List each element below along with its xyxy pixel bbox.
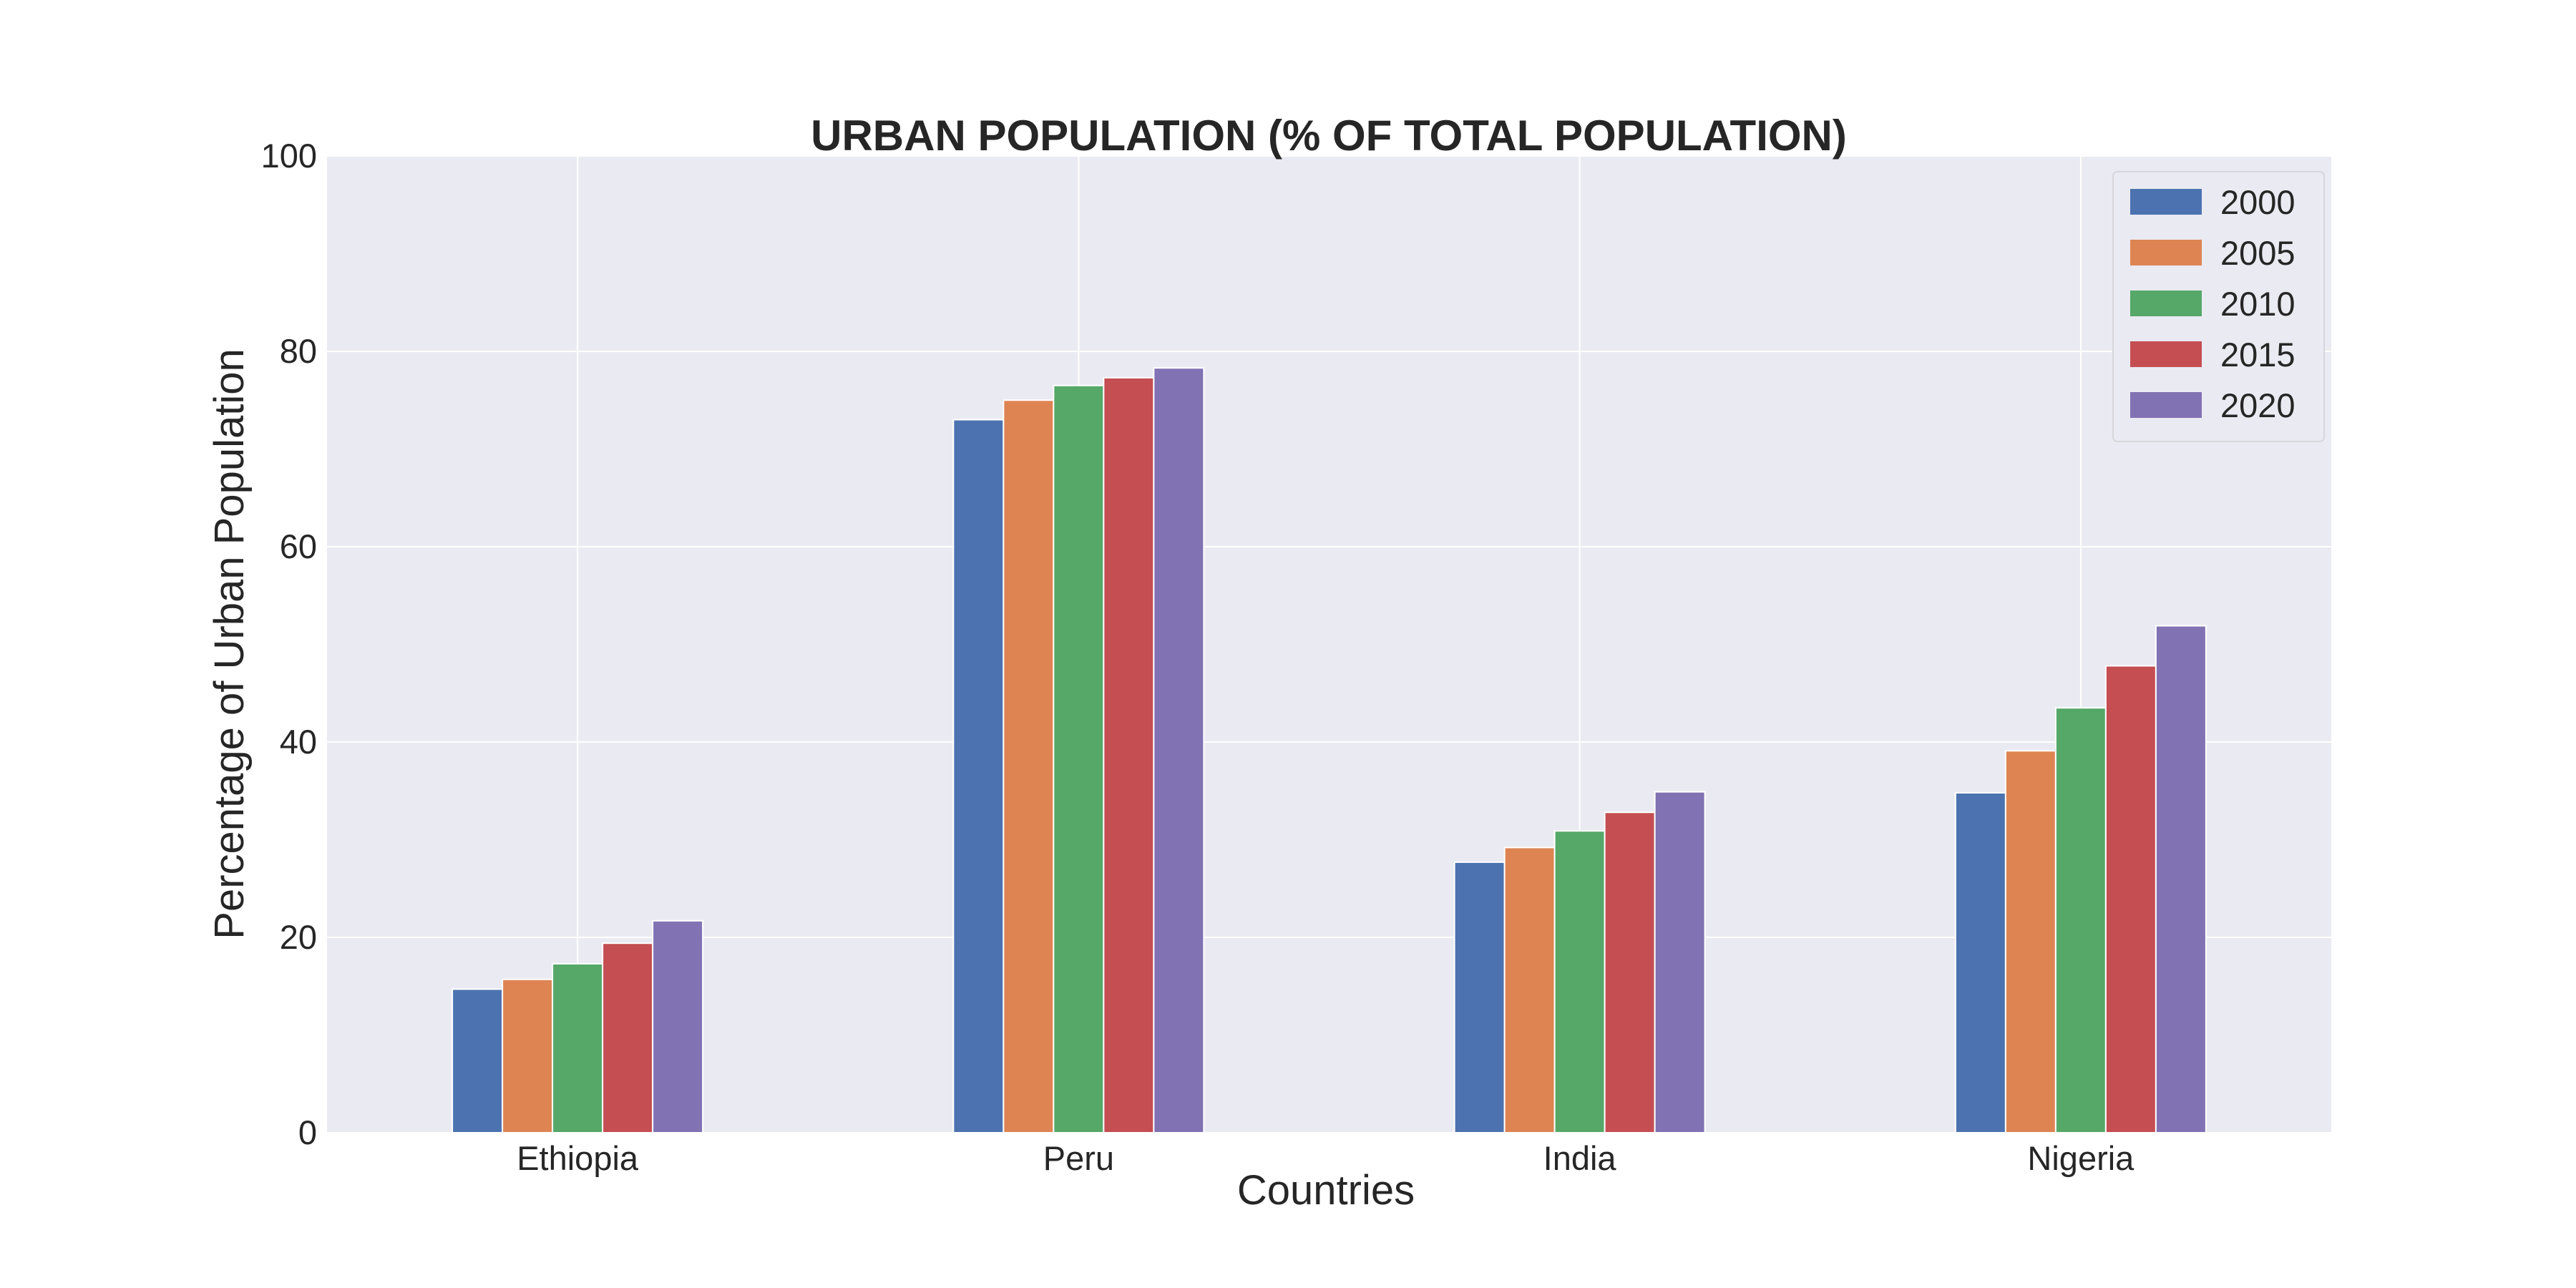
- legend-label-2005: 2005: [2220, 234, 2296, 272]
- bar-ethiopia-2020: [652, 919, 704, 1134]
- x-axis-label: Countries: [1237, 1167, 1415, 1214]
- bar-india-2020: [1654, 791, 1706, 1133]
- bar-peru-2020: [1153, 367, 1205, 1134]
- bar-ethiopia-2010: [552, 962, 604, 1133]
- legend-label-2000: 2000: [2220, 183, 2296, 221]
- bar-peru-2005: [1002, 399, 1055, 1133]
- bar-ethiopia-2015: [602, 942, 654, 1133]
- legend-swatch-2020: [2130, 392, 2202, 418]
- legend-label-2020: 2020: [2220, 386, 2296, 424]
- y-tick-label: 40: [280, 723, 317, 761]
- legend-swatch-2005: [2130, 240, 2202, 265]
- bars: [452, 367, 2207, 1134]
- y-axis-label: Percentage of Urban Population: [206, 348, 253, 939]
- legend-swatch-2000: [2130, 189, 2202, 215]
- bar-nigeria-2020: [2155, 625, 2207, 1133]
- y-tick-label: 80: [280, 332, 317, 370]
- legend-label-2015: 2015: [2220, 336, 2296, 374]
- y-tick-label: 20: [280, 918, 317, 956]
- bar-ethiopia-2000: [452, 988, 504, 1133]
- legend-frame: [2112, 171, 2325, 442]
- x-tick-label: Ethiopia: [517, 1139, 639, 1177]
- bar-india-2005: [1503, 847, 1556, 1134]
- y-tick-label: 60: [280, 527, 317, 565]
- legend-swatch-2010: [2130, 291, 2202, 316]
- bar-india-2010: [1553, 830, 1606, 1133]
- chart-title: URBAN POPULATION (% OF TOTAL POPULATION): [811, 112, 1847, 160]
- x-tick-label: India: [1543, 1139, 1617, 1177]
- legend: 2000 2005 2010 2015 2020: [2112, 171, 2325, 442]
- legend-label-2010: 2010: [2220, 285, 2296, 323]
- bar-peru-2010: [1053, 384, 1105, 1133]
- bar-india-2015: [1604, 811, 1656, 1134]
- bar-india-2000: [1453, 861, 1506, 1134]
- legend-swatch-2015: [2130, 341, 2202, 367]
- x-tick-label: Peru: [1043, 1139, 1114, 1177]
- x-tick-label: Nigeria: [2027, 1139, 2135, 1177]
- y-tick-label: 100: [261, 137, 317, 175]
- bar-nigeria-2000: [1954, 791, 2006, 1133]
- bar-peru-2015: [1103, 376, 1155, 1133]
- bar-nigeria-2015: [2104, 665, 2157, 1133]
- y-tick-label: 0: [298, 1113, 317, 1151]
- bar-peru-2000: [952, 419, 1005, 1133]
- bar-ethiopia-2005: [502, 978, 554, 1133]
- tick-labels: 0 20 40 60 80 100 Ethiopia Peru India Nigeria: [261, 137, 2135, 1177]
- bar-nigeria-2010: [2054, 707, 2107, 1133]
- bar-nigeria-2005: [2004, 750, 2057, 1134]
